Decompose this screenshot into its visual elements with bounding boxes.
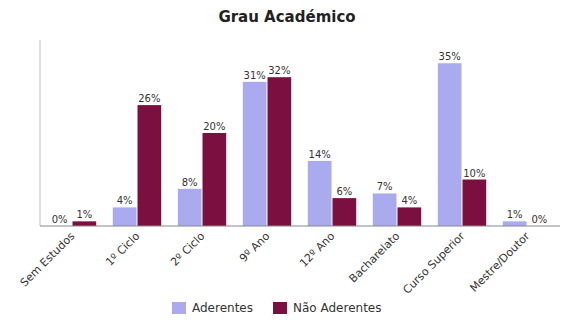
x-axis-line [40,226,560,227]
bars [73,63,527,226]
legend-swatch [273,302,287,314]
x-tick-label: 1º Ciclo [103,229,142,268]
data-label: 32% [268,65,290,76]
bar [203,133,227,226]
data-label: 4% [117,195,133,206]
bar [243,82,267,226]
bar [73,221,97,226]
data-label: 35% [439,51,461,62]
legend-label: Não Aderentes [293,301,381,315]
bar [138,105,162,226]
legend: Aderentes Não Aderentes [172,301,381,315]
data-label: 20% [203,121,225,132]
data-label: 10% [463,168,485,179]
data-label: 14% [309,149,331,160]
data-label: 26% [138,93,160,104]
data-label: 31% [244,70,266,81]
x-tick-label: Mestre/Doutor [467,229,532,294]
data-label: 4% [401,195,417,206]
bar [503,221,527,226]
data-label: 0% [52,214,68,225]
data-label: 8% [182,177,198,188]
chart-svg: Grau Académico 0% 4% 8% 31% 14% 7% 35% 1% 1% 26% 20… [0,0,574,326]
title: Grau Académico [218,8,355,26]
data-label: 1% [507,209,523,220]
chart-container: Grau Académico 0% 4% 8% 31% 14% 7% 35% 1% 1% 26% 20… [0,0,574,326]
data-label: 7% [377,181,393,192]
bar [308,161,332,226]
x-tick-label: 12º Ano [297,229,337,269]
data-label: 1% [76,209,92,220]
legend-label: Aderentes [192,301,253,315]
x-tick-label: 2º Ciclo [168,229,207,268]
bar [268,77,292,226]
bar [113,207,137,226]
legend-swatch [172,302,186,314]
bar [438,63,462,226]
bar [463,180,487,227]
bar [333,198,357,226]
bar [398,207,422,226]
x-tick-label: 9º Ano [237,229,272,264]
bar [373,193,397,226]
y-axis-line [40,40,41,226]
bar [178,189,202,226]
data-label: 0% [531,214,547,225]
x-tick-label: Curso Superior [400,229,467,296]
data-label: 6% [336,186,352,197]
x-tick-label: Sem Estudos [18,229,78,289]
x-tick-label: Bacharelato [347,229,403,285]
